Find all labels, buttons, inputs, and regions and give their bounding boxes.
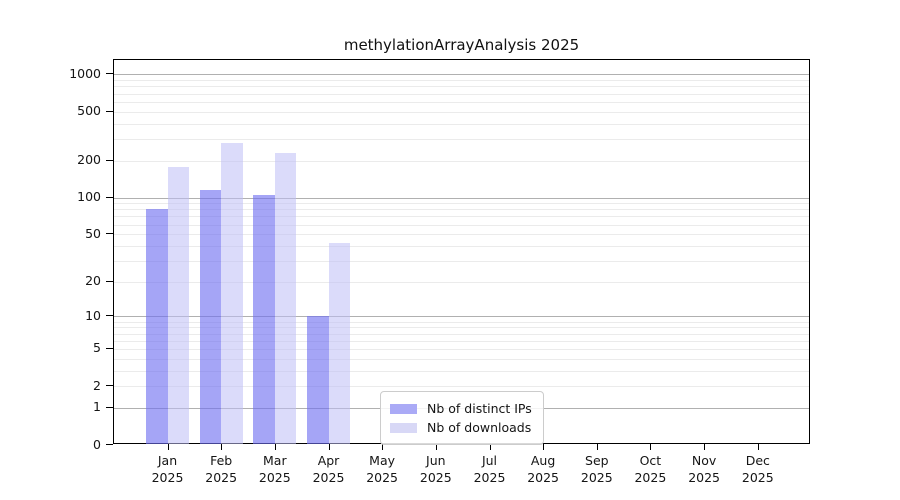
- y-tick-label-100: 100: [77, 189, 101, 204]
- minor-gridline-600: [114, 101, 809, 103]
- legend-swatch-downloads: [390, 422, 417, 433]
- y-tick-label-20: 20: [85, 273, 101, 289]
- minor-gridline-20: [114, 281, 809, 283]
- bar-downloads-mar: [274, 152, 297, 444]
- minor-gridline-9: [114, 321, 809, 323]
- x-tick-label-jul: Jul 2025: [473, 453, 506, 485]
- minor-gridline-2: [114, 386, 809, 388]
- y-tick-100: [106, 196, 113, 198]
- y-tick-label-0: 0: [93, 436, 101, 452]
- minor-gridline-6: [114, 340, 809, 342]
- major-gridline-100: [114, 197, 809, 199]
- bar-ips-feb: [199, 190, 222, 444]
- minor-gridline-30: [114, 260, 809, 262]
- x-tick-aug: [543, 444, 545, 450]
- bar-downloads-apr: [328, 243, 350, 444]
- y-tick-2: [106, 385, 113, 387]
- y-tick-label-5: 5: [93, 340, 101, 356]
- minor-gridline-700: [114, 93, 809, 95]
- y-tick-20: [106, 280, 113, 282]
- y-tick-5: [106, 347, 113, 349]
- y-tick-label-50: 50: [85, 225, 101, 241]
- x-tick-sep: [596, 444, 598, 450]
- x-tick-label-feb: Feb 2025: [205, 453, 238, 485]
- x-tick-mar: [274, 444, 276, 450]
- legend-item-distinct-ips: Nb of distinct IPs: [390, 399, 533, 418]
- x-tick-jun: [435, 444, 437, 450]
- y-tick-label-1000: 1000: [69, 65, 101, 81]
- x-tick-label-mar: Mar 2025: [258, 453, 291, 485]
- major-gridline-10: [114, 316, 809, 318]
- minor-gridline-4: [114, 358, 809, 360]
- y-tick-0: [106, 444, 113, 445]
- minor-gridline-800: [114, 86, 809, 88]
- x-tick-dec: [757, 444, 759, 450]
- minor-gridline-70: [114, 216, 809, 218]
- y-tick-200: [106, 159, 113, 161]
- x-tick-nov: [704, 444, 706, 450]
- chart-title: methylationArrayAnalysis 2025: [343, 36, 580, 54]
- bar-ips-jan: [146, 209, 168, 444]
- bar-ips-apr: [307, 316, 329, 444]
- plot-area: [113, 59, 810, 444]
- y-tick-1: [106, 406, 113, 408]
- bar-ips-mar: [253, 195, 275, 444]
- x-tick-jul: [489, 444, 491, 450]
- x-tick-label-apr: Apr 2025: [312, 453, 345, 485]
- y-tick-label-200: 200: [77, 152, 101, 168]
- y-tick-label-2: 2: [93, 377, 101, 393]
- x-tick-may: [382, 444, 384, 450]
- bar-downloads-jan: [167, 167, 189, 444]
- y-tick-50: [106, 233, 113, 235]
- minor-gridline-60: [114, 224, 809, 226]
- minor-gridline-200: [114, 160, 809, 162]
- minor-gridline-300: [114, 138, 809, 140]
- x-tick-label-dec: Dec 2025: [741, 453, 774, 485]
- legend-label: Nb of distinct IPs: [427, 401, 532, 416]
- minor-gridline-500: [114, 111, 809, 113]
- minor-gridline-80: [114, 209, 809, 211]
- y-tick-500: [106, 110, 113, 112]
- x-tick-apr: [328, 444, 330, 450]
- x-tick-label-may: May 2025: [366, 453, 398, 485]
- x-tick-jan: [167, 444, 169, 450]
- minor-gridline-40: [114, 245, 809, 247]
- y-tick-1000: [106, 73, 113, 75]
- x-tick-label-nov: Nov 2025: [688, 453, 720, 485]
- minor-gridline-50: [114, 234, 809, 236]
- minor-gridline-90: [114, 203, 809, 205]
- x-tick-feb: [221, 444, 223, 450]
- y-tick-label-1: 1: [93, 399, 101, 415]
- x-tick-label-oct: Oct 2025: [634, 453, 667, 485]
- minor-gridline-900: [114, 80, 809, 82]
- x-tick-oct: [650, 444, 652, 450]
- minor-gridline-5: [114, 348, 809, 350]
- x-tick-label-sep: Sep 2025: [580, 453, 613, 485]
- bar-downloads-feb: [221, 142, 243, 444]
- minor-gridline-400: [114, 123, 809, 125]
- legend-label: Nb of downloads: [427, 420, 532, 435]
- minor-gridline-3: [114, 370, 809, 372]
- x-tick-label-jan: Jan 2025: [151, 453, 184, 485]
- minor-gridline-7: [114, 333, 809, 335]
- legend-item-downloads: Nb of downloads: [390, 418, 533, 437]
- legend-swatch-distinct-ips: [390, 403, 417, 414]
- y-tick-label-500: 500: [77, 103, 101, 119]
- major-gridline-1000: [114, 74, 809, 76]
- x-tick-label-aug: Aug 2025: [527, 453, 559, 485]
- legend: Nb of distinct IPs Nb of downloads: [380, 391, 544, 445]
- minor-gridline-8: [114, 327, 809, 329]
- y-tick-10: [106, 315, 113, 317]
- x-tick-label-jun: Jun 2025: [419, 453, 452, 485]
- y-tick-label-10: 10: [85, 307, 101, 323]
